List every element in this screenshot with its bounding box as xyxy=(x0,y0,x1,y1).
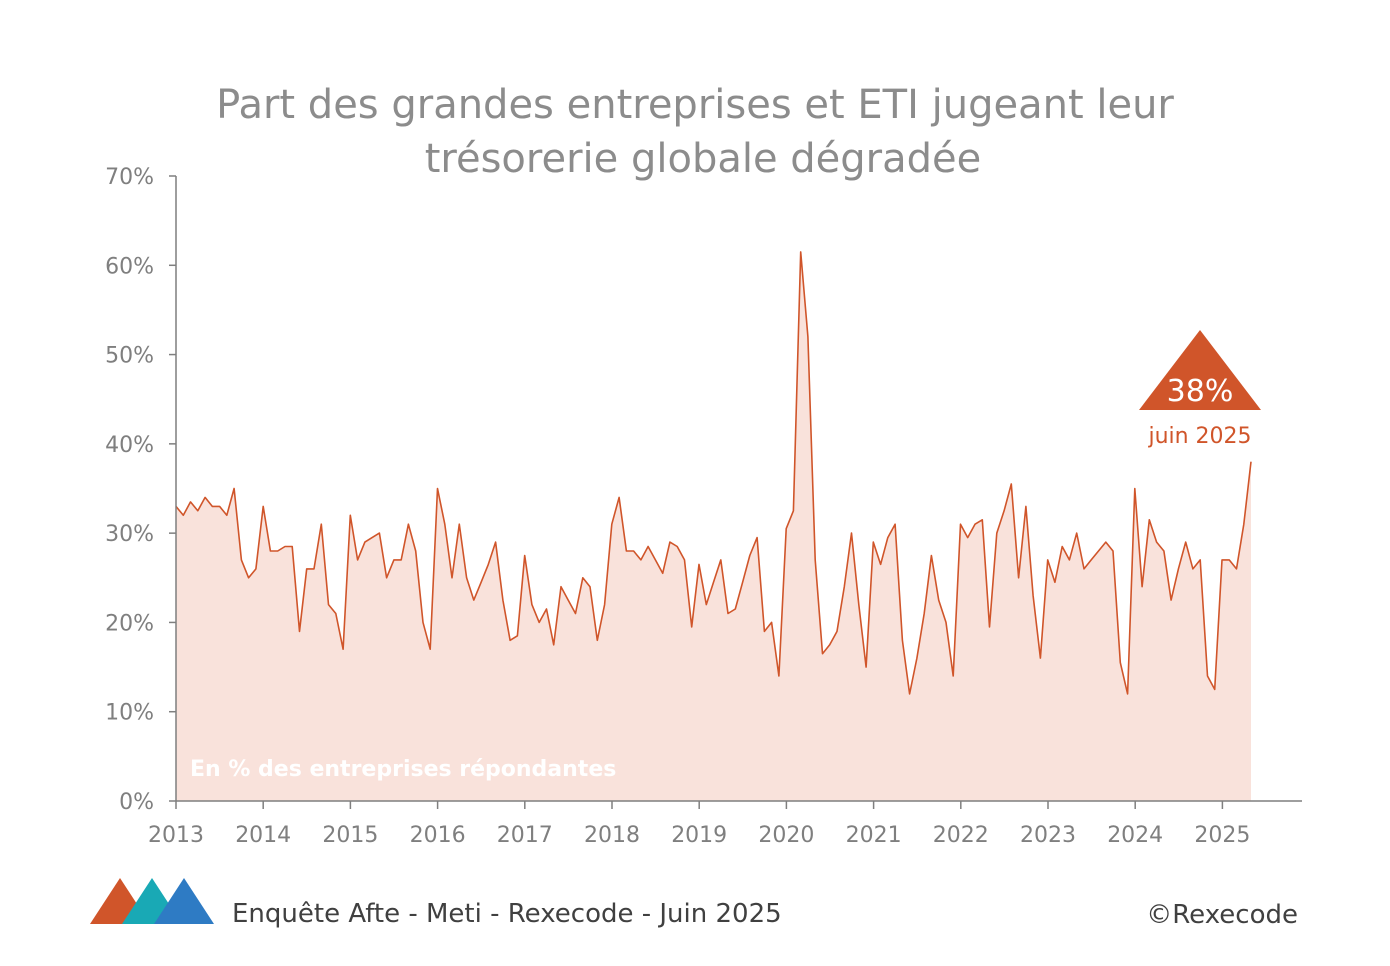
series-line xyxy=(175,251,1252,695)
last-value-callout: 38% juin 2025 xyxy=(1139,330,1261,449)
y-tick-label: 70% xyxy=(105,165,154,190)
x-axis: 2013 2014 2015 2016 2017 2018 2019 2020 2021 2022… xyxy=(148,800,1302,848)
x-tick-label: 2019 xyxy=(671,823,727,848)
y-tick-label: 50% xyxy=(105,344,154,369)
x-tick-label: 2018 xyxy=(584,823,640,848)
chart-title-line-1: Part des grandes entreprises et ETI juge… xyxy=(216,82,1174,128)
x-tick-label: 2015 xyxy=(322,823,378,848)
y-tick-label: 0% xyxy=(119,790,154,815)
x-tick-label: 2024 xyxy=(1107,823,1163,848)
inner-note: En % des entreprises répondantes xyxy=(190,757,616,782)
x-tick-label: 2023 xyxy=(1020,823,1076,848)
y-axis: 0% 10% 20% 30% 40% 50% 60% 70% xyxy=(105,165,177,815)
x-tick-label: 2025 xyxy=(1194,823,1250,848)
plot-area xyxy=(175,251,1252,801)
callout-date-label: juin 2025 xyxy=(1147,424,1251,449)
y-tick-label: 30% xyxy=(105,522,154,547)
area-fill xyxy=(176,251,1251,801)
source-note: Enquête Afte - Meti - Rexecode - Juin 20… xyxy=(232,899,782,929)
logo-triangle-blue xyxy=(154,878,214,924)
chart-title-line-2: trésorerie globale dégradée xyxy=(425,136,982,182)
x-tick-label: 2016 xyxy=(410,823,466,848)
callout-value: 38% xyxy=(1167,374,1234,409)
x-tick-label: 2014 xyxy=(235,823,291,848)
y-tick-label: 40% xyxy=(105,433,154,458)
callout-triangle xyxy=(1139,330,1261,410)
x-tick-label: 2013 xyxy=(148,823,204,848)
x-tick-label: 2017 xyxy=(497,823,553,848)
copyright: ©Rexecode xyxy=(1146,900,1298,930)
y-tick-label: 10% xyxy=(105,701,154,726)
y-tick-label: 60% xyxy=(105,254,154,279)
rexecode-logo-icon xyxy=(90,878,214,924)
x-tick-label: 2022 xyxy=(933,823,989,848)
x-tick-label: 2021 xyxy=(846,823,902,848)
x-tick-label: 2020 xyxy=(758,823,814,848)
y-tick-label: 20% xyxy=(105,611,154,636)
